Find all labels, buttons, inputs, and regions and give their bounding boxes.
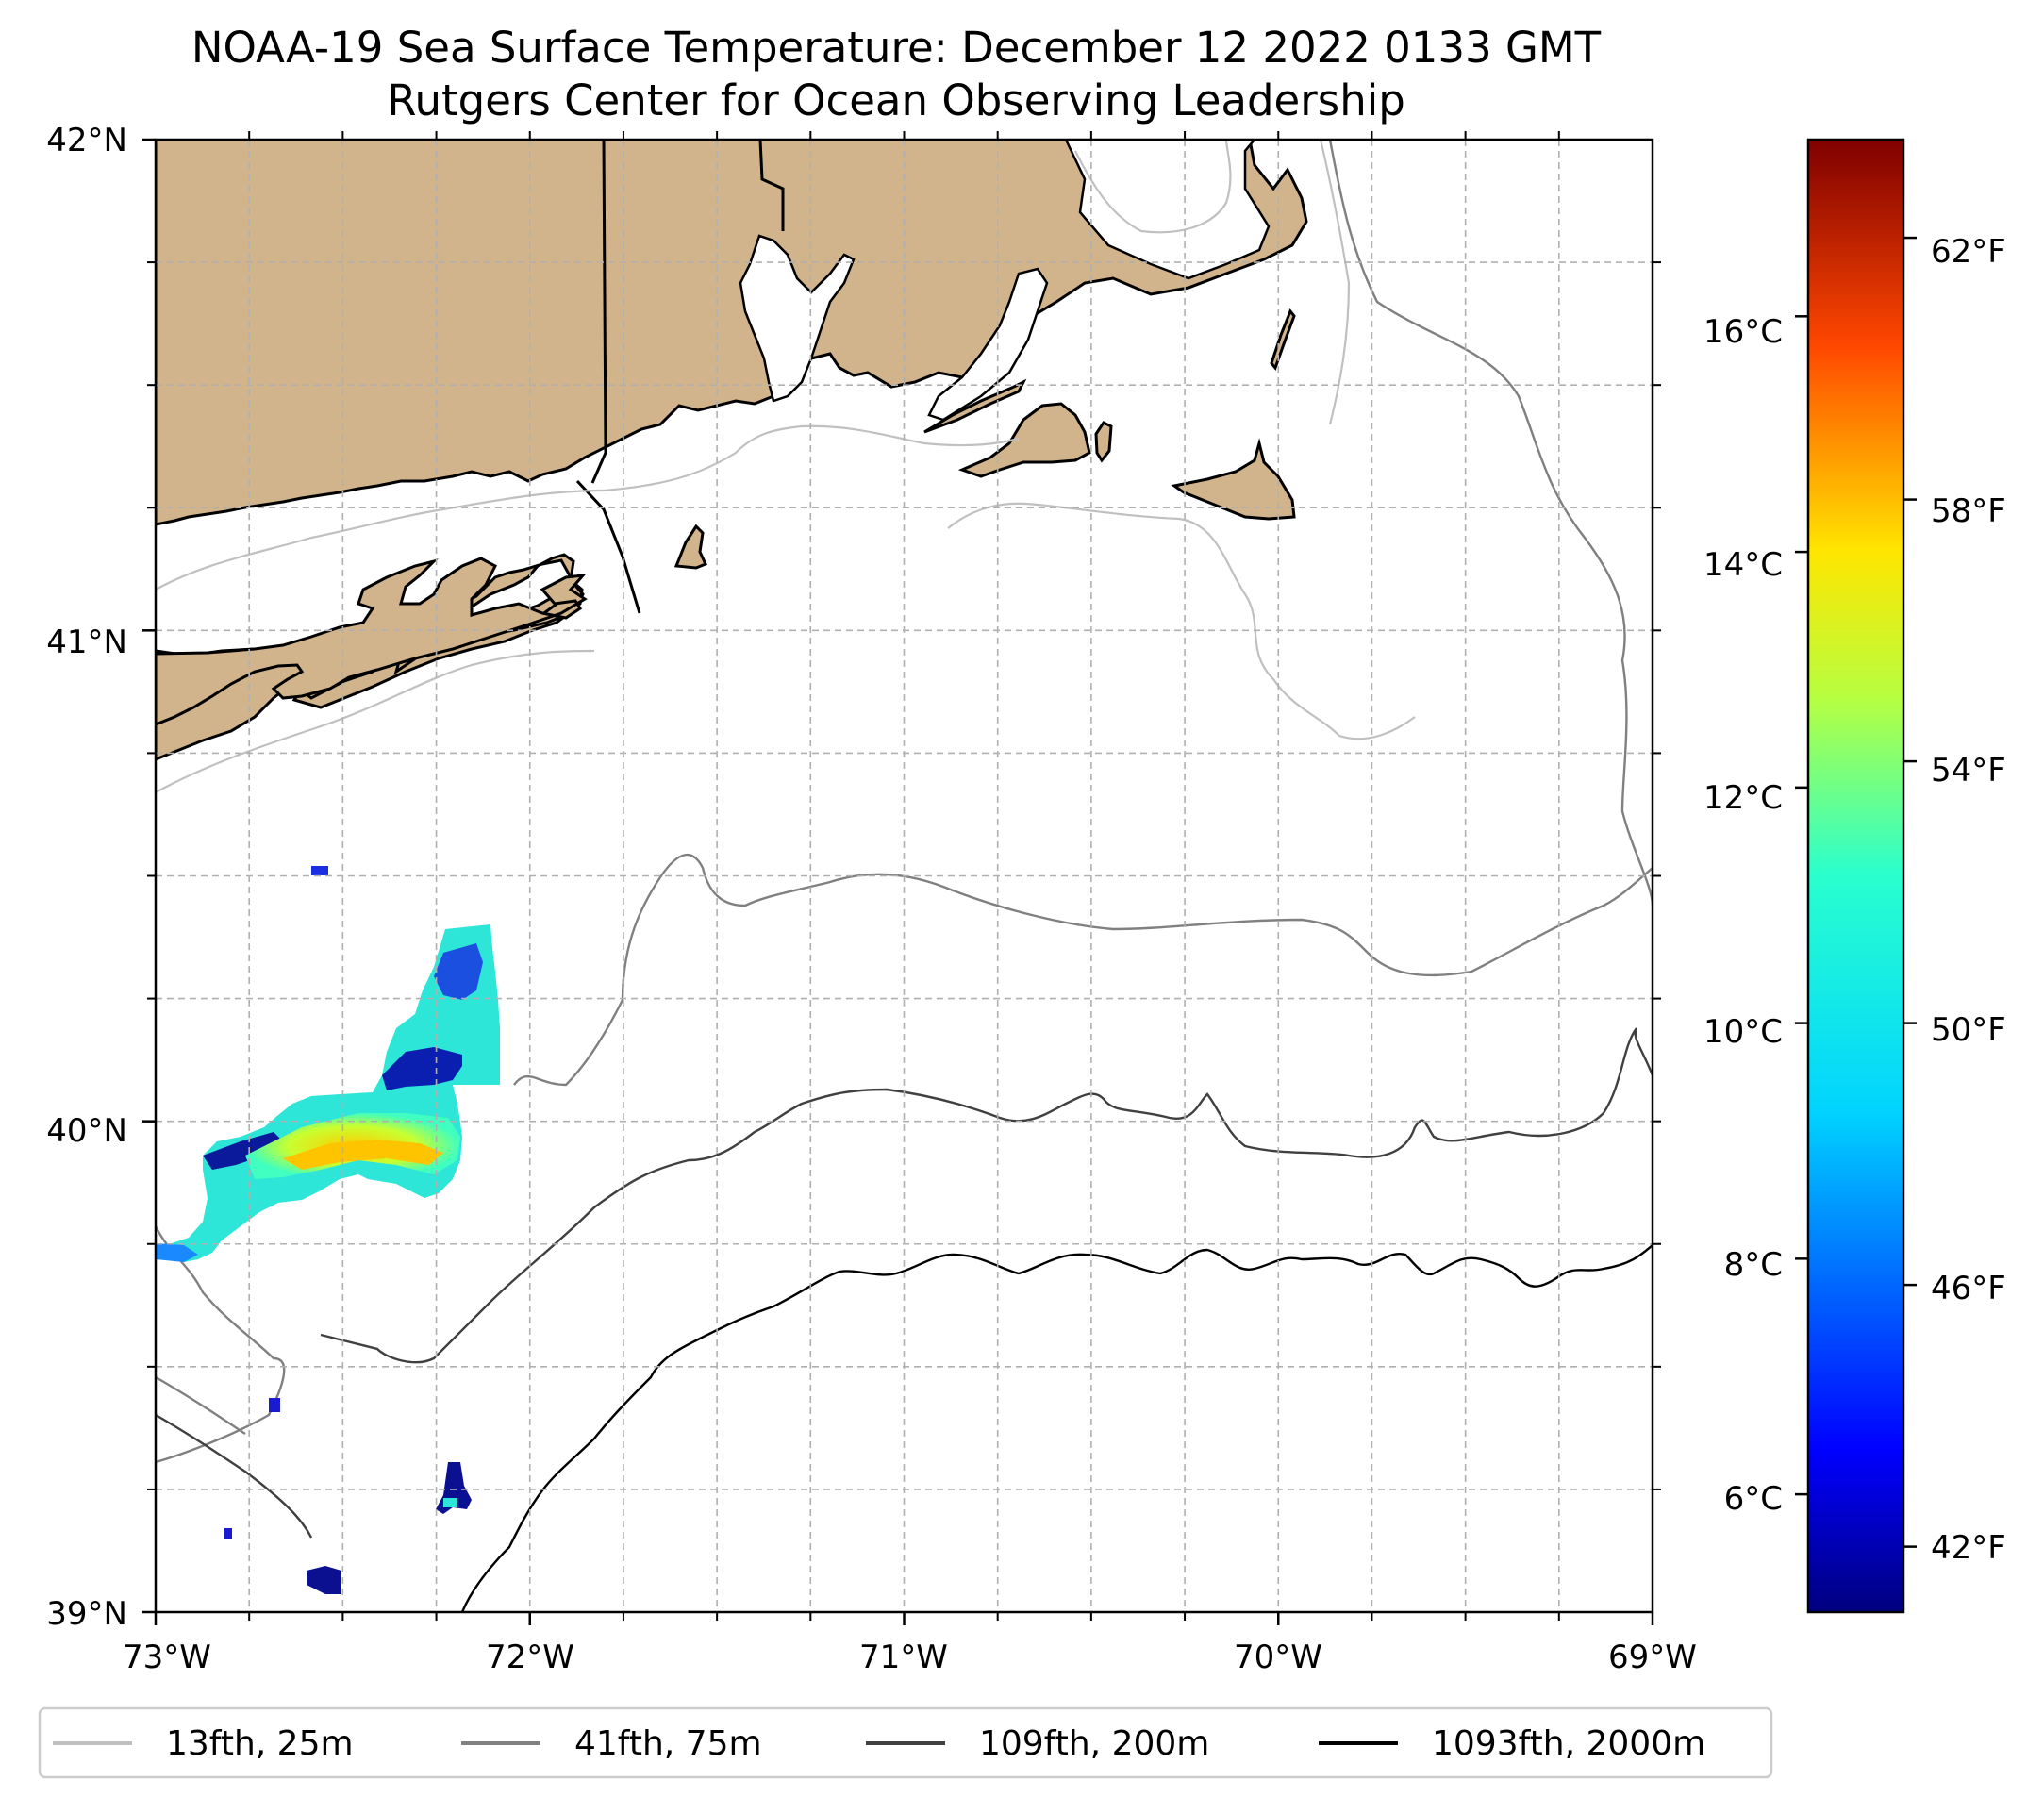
sst-data: [156, 866, 500, 1594]
buzzards-bay: [927, 267, 1049, 422]
sst-patch-sw: [156, 1243, 198, 1262]
sst-patch-west-dark: [203, 1132, 283, 1170]
x-tick-label-2: 71°W: [859, 1639, 948, 1676]
y-tick-label-1: 41°N: [46, 624, 127, 661]
chart-subtitle: Rutgers Center for Ocean Observing Leade…: [387, 75, 1405, 125]
elizabeth-islands: [923, 378, 1027, 434]
cbar-f-label-2: 50°F: [1931, 1011, 2006, 1049]
marthas-vineyard: [957, 402, 1091, 478]
narragansett-bay: [739, 234, 856, 403]
colorbar-ticks: [1795, 236, 1917, 1548]
x-tick-label-4: 69°W: [1608, 1639, 1697, 1676]
block-island: [673, 524, 708, 570]
cbar-f-label-3: 54°F: [1931, 752, 2006, 790]
x-tick-label-3: 70°W: [1234, 1639, 1322, 1676]
cbar-f-label-5: 62°F: [1931, 233, 2006, 271]
sst-patch-small-6: [307, 1566, 341, 1594]
sst-patch-small-4: [443, 1498, 457, 1507]
legend-label-25m: 13fth, 25m: [166, 1724, 354, 1763]
y-tick-label-2: 40°N: [46, 1112, 127, 1150]
sst-patch-main: [156, 924, 500, 1262]
cbar-f-label-0: 42°F: [1931, 1529, 2006, 1567]
contour-200m: [156, 1027, 1653, 1539]
monomoy: [1270, 308, 1296, 372]
chart-title: NOAA-19 Sea Surface Temperature: Decembe…: [191, 23, 1602, 73]
cbar-c-label-4: 14°C: [1703, 546, 1783, 584]
x-axis-labels: 73°W 72°W 71°W 70°W 69°W: [123, 1639, 1697, 1676]
cbar-c-label-2: 10°C: [1703, 1013, 1783, 1051]
sst-patch-coldcore: [382, 1047, 462, 1090]
x-tick-label-1: 72°W: [486, 1639, 574, 1676]
colorbar-gradient: [1806, 138, 1905, 1614]
chappaquiddick: [1094, 421, 1113, 463]
map-axis-ticks: [142, 131, 1661, 1625]
y-tick-label-0: 42°N: [46, 122, 127, 159]
map-gridlines: [156, 140, 1653, 1612]
long-island-fill: [156, 557, 588, 726]
cbar-c-label-5: 16°C: [1703, 313, 1783, 351]
map-area: [156, 140, 1653, 1612]
legend: 13fth, 25m 41fth, 75m 109fth, 200m 1093f…: [38, 1706, 1773, 1779]
y-axis-labels: 42°N 41°N 40°N 39°N: [46, 122, 127, 1633]
y-tick-label-3: 39°N: [46, 1595, 127, 1633]
legend-label-75m: 41fth, 75m: [574, 1724, 762, 1763]
cape-cod-bay: [1064, 140, 1271, 280]
sst-patch-small-2: [269, 1398, 280, 1412]
cbar-f-label-1: 46°F: [1931, 1270, 2006, 1307]
cbar-f-label-4: 58°F: [1931, 492, 2006, 530]
cbar-c-label-3: 12°C: [1703, 779, 1783, 817]
ri-ma-border: [758, 140, 785, 231]
sst-patch-warm-core: [283, 1140, 443, 1170]
sst-patch-small-1: [311, 866, 328, 875]
cbar-c-label-0: 6°C: [1724, 1480, 1783, 1518]
contour-75m: [156, 140, 1653, 1464]
colorbar: 6°C 8°C 10°C 12°C 14°C 16°C 42°F 46°F 50…: [1703, 138, 2006, 1614]
ct-ny-border: [575, 479, 641, 614]
ct-ri-border: [590, 140, 607, 484]
contour-2000m: [460, 1244, 1653, 1612]
cbar-c-label-1: 8°C: [1724, 1246, 1783, 1284]
legend-label-200m: 109fth, 200m: [979, 1724, 1209, 1763]
sst-patch-small-5: [224, 1528, 232, 1539]
mainland-land: [156, 140, 1308, 526]
legend-label-2000m: 1093fth, 2000m: [1432, 1724, 1705, 1763]
contour-25m: [156, 140, 1416, 793]
nantucket: [1171, 438, 1296, 521]
x-tick-label-0: 73°W: [123, 1639, 211, 1676]
sst-patch-coldcore2: [434, 943, 483, 1000]
